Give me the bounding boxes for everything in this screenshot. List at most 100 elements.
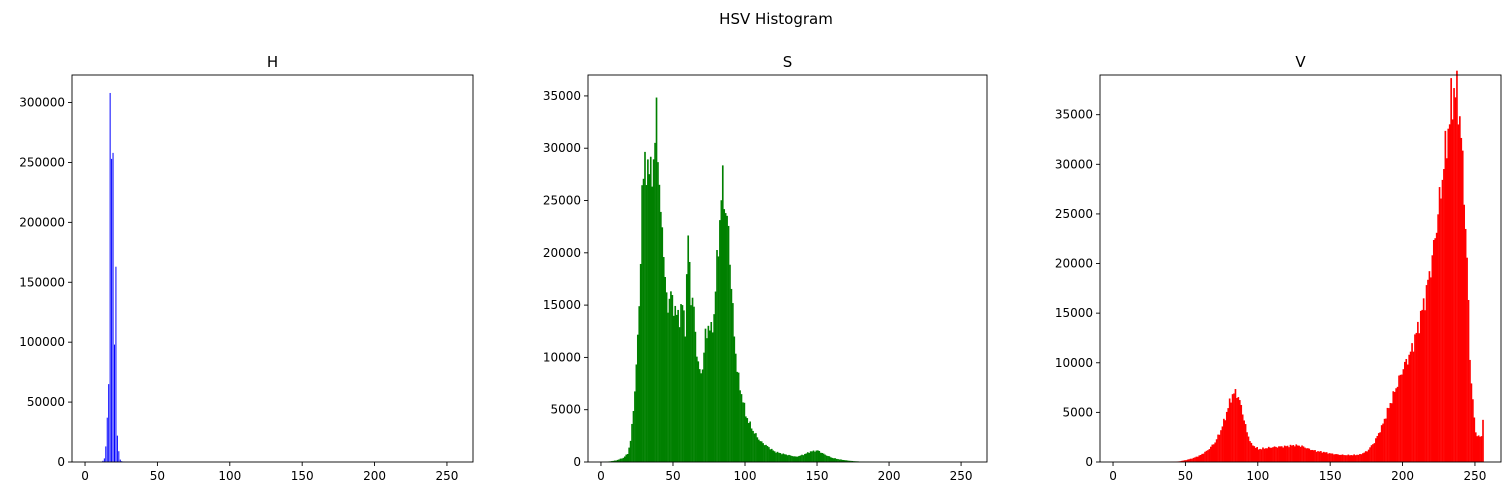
x-tick-label: 250 <box>1463 469 1486 483</box>
bar <box>1298 445 1300 462</box>
bar <box>691 297 694 462</box>
bar <box>1267 446 1270 462</box>
y-tick-label: 35000 <box>1055 108 1093 122</box>
bar <box>775 452 777 462</box>
x-tick-label: 0 <box>1109 469 1117 483</box>
bar <box>634 391 636 462</box>
bar <box>1474 432 1477 462</box>
bar <box>661 227 664 462</box>
bar <box>808 452 811 462</box>
bar <box>1266 448 1269 462</box>
x-tick-label: 150 <box>291 469 314 483</box>
bar <box>1273 446 1276 462</box>
bar <box>1482 419 1484 462</box>
bar <box>1285 446 1287 462</box>
bar <box>723 209 726 462</box>
bar <box>1224 420 1227 462</box>
bar <box>779 453 782 462</box>
x-tick-label: 0 <box>81 469 89 483</box>
bar <box>677 309 679 462</box>
bar <box>1344 455 1347 462</box>
bar <box>635 364 638 462</box>
bar <box>1469 359 1471 462</box>
bar <box>1302 446 1305 462</box>
bar <box>745 416 747 462</box>
bar <box>1476 436 1479 462</box>
bar <box>1405 358 1408 462</box>
bar <box>1254 447 1257 462</box>
panel-h: H 0 50 100 150 200 250 0 50000 100000 150000 200000… <box>19 53 474 483</box>
bar <box>1375 438 1377 462</box>
bar <box>768 447 770 462</box>
bar <box>701 369 704 462</box>
bar <box>776 451 779 462</box>
bar <box>1327 453 1329 462</box>
bar <box>1199 455 1202 462</box>
bar <box>1402 369 1405 462</box>
bar <box>746 418 749 462</box>
bar <box>1353 454 1355 462</box>
bar <box>1373 443 1376 462</box>
bar <box>625 454 628 462</box>
bar <box>1479 436 1481 462</box>
y-tick-label: 10000 <box>543 350 581 364</box>
bar <box>1275 446 1277 462</box>
bar <box>1376 435 1379 462</box>
bar <box>674 305 677 462</box>
bar <box>1477 435 1480 462</box>
x-tick-label: 50 <box>665 469 680 483</box>
bar <box>793 456 796 462</box>
bar <box>1382 423 1384 462</box>
bar <box>1438 187 1441 462</box>
bar <box>814 451 816 462</box>
bar <box>845 460 848 462</box>
y-tick-label: 150000 <box>19 275 65 289</box>
bar <box>713 314 715 462</box>
bar <box>1185 460 1188 462</box>
bar <box>670 291 672 462</box>
bar <box>665 292 668 462</box>
bar <box>106 417 108 462</box>
bar <box>1451 119 1454 462</box>
bar <box>1404 361 1406 462</box>
bar <box>696 356 698 462</box>
bar <box>1280 446 1283 462</box>
bar <box>1237 397 1240 462</box>
bar <box>109 92 111 462</box>
bar <box>742 402 744 462</box>
bar <box>1307 448 1309 462</box>
bar <box>707 325 710 462</box>
bar <box>618 459 620 462</box>
bar <box>647 159 649 463</box>
bar <box>1364 451 1367 462</box>
bar <box>1379 432 1382 462</box>
bar <box>1234 389 1237 462</box>
bar <box>762 443 764 462</box>
bar <box>1454 97 1457 462</box>
bar <box>1459 116 1461 462</box>
bar <box>1288 447 1290 462</box>
x-tick-label: 200 <box>1391 469 1414 483</box>
bar <box>1359 454 1361 462</box>
bar <box>1210 446 1212 462</box>
y-tick-label: 5000 <box>550 403 581 417</box>
bar <box>1230 402 1232 462</box>
bar <box>1195 456 1198 462</box>
bar <box>1434 238 1437 462</box>
x-tick-label: 50 <box>150 469 165 483</box>
bar <box>1192 457 1195 462</box>
bar <box>1249 441 1251 462</box>
bar <box>831 457 834 462</box>
bar <box>1182 460 1185 462</box>
bar <box>1356 454 1358 462</box>
bar <box>747 423 750 462</box>
y-tick-label: 0 <box>1085 455 1093 469</box>
bar <box>739 390 741 462</box>
bar <box>621 458 623 462</box>
bar <box>844 460 847 462</box>
y-tick-label: 25000 <box>543 194 581 208</box>
bar <box>770 448 773 462</box>
y-tick-label: 35000 <box>543 89 581 103</box>
bar <box>717 256 720 462</box>
bar <box>615 460 618 462</box>
